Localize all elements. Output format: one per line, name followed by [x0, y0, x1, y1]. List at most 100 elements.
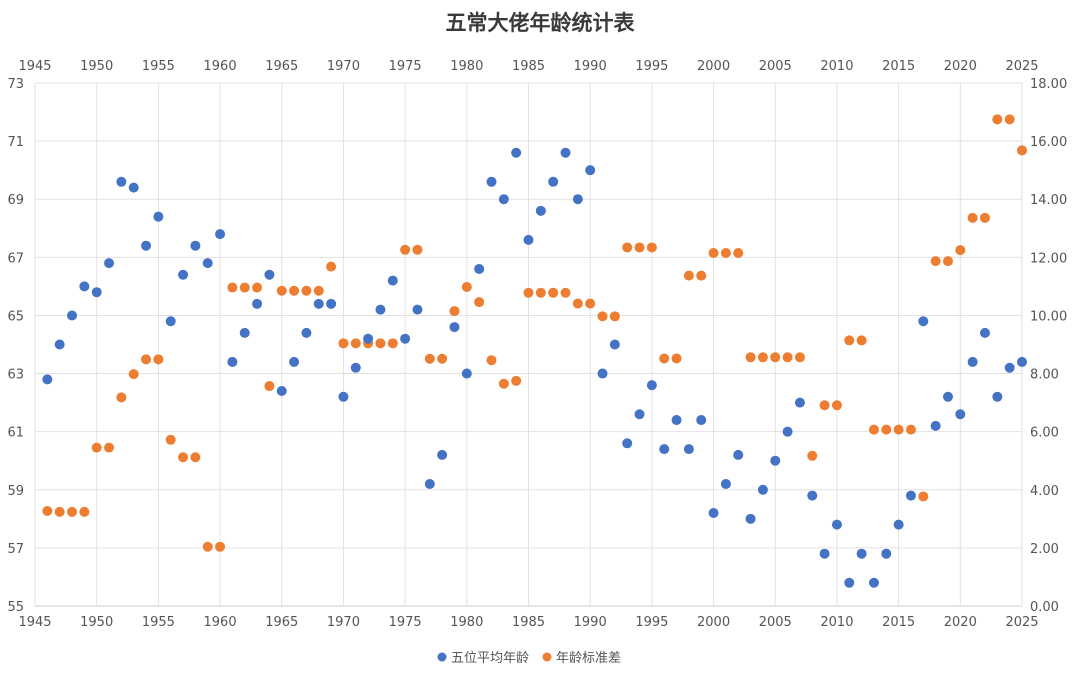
data-point: [856, 335, 867, 346]
left-y-tick-label: 57: [7, 542, 24, 557]
top-x-tick-label: 2010: [820, 59, 853, 74]
data-point: [720, 247, 731, 258]
data-point: [930, 420, 941, 431]
data-point: [449, 322, 460, 333]
data-point: [165, 316, 176, 327]
data-point: [733, 449, 744, 460]
data-point: [449, 306, 460, 317]
data-point: [215, 541, 226, 552]
data-point: [42, 505, 53, 516]
data-point: [905, 490, 916, 501]
data-point: [54, 506, 65, 517]
data-point: [708, 508, 719, 519]
data-point: [856, 548, 867, 559]
data-point: [400, 333, 411, 344]
data-point: [178, 452, 189, 463]
data-point: [264, 269, 275, 280]
right-y-tick-label: 8.00: [1030, 368, 1059, 383]
bottom-x-tick-label: 1995: [635, 615, 668, 630]
data-point: [326, 261, 337, 272]
top-x-tick-label: 1950: [80, 59, 113, 74]
data-point: [227, 282, 238, 293]
data-point: [757, 352, 768, 363]
data-point: [104, 442, 115, 453]
data-point: [486, 355, 497, 366]
top-x-tick-label: 1980: [450, 59, 483, 74]
series-age-stddev: [42, 114, 1027, 552]
bottom-x-tick-label: 2005: [759, 615, 792, 630]
legend-label: 年龄标准差: [556, 651, 621, 666]
top-x-tick-label: 1960: [204, 59, 237, 74]
data-points: [42, 114, 1027, 588]
left-y-tick-label: 73: [7, 77, 24, 92]
bottom-x-axis: 1945 1950 1955 1960 1965 1970 1975 1980 1985 1990…: [18, 615, 1038, 630]
data-point: [424, 353, 435, 364]
data-point: [276, 285, 287, 296]
bottom-x-tick-label: 2025: [1005, 615, 1038, 630]
data-point: [1017, 356, 1027, 367]
data-point: [560, 147, 571, 158]
top-x-axis: 1945 1950 1955 1960 1965 1970 1975 1980 1985 1990…: [18, 59, 1038, 74]
data-point: [375, 304, 386, 315]
data-point: [486, 176, 497, 187]
data-point: [979, 327, 990, 338]
data-point: [868, 577, 879, 588]
data-point: [622, 438, 633, 449]
data-point: [782, 352, 793, 363]
data-point: [252, 282, 263, 293]
data-point: [461, 281, 472, 292]
data-point: [227, 356, 238, 367]
data-point: [831, 519, 842, 530]
top-x-tick-label: 1990: [574, 59, 607, 74]
data-point: [881, 548, 892, 559]
data-point: [905, 424, 916, 435]
chart-title: 五常大佬年龄统计表: [446, 11, 636, 35]
legend-label: 五位平均年龄: [451, 651, 529, 666]
left-y-tick-label: 61: [7, 426, 24, 441]
data-point: [301, 327, 312, 338]
data-point: [498, 194, 509, 205]
data-point: [942, 256, 953, 267]
left-y-tick-label: 59: [7, 484, 24, 499]
data-point: [128, 369, 139, 380]
top-x-tick-label: 1985: [512, 59, 545, 74]
data-point: [548, 176, 559, 187]
data-point: [387, 275, 398, 286]
right-y-tick-label: 0.00: [1030, 600, 1059, 615]
data-point: [301, 285, 312, 296]
left-y-tick-label: 55: [7, 600, 24, 615]
data-point: [202, 541, 213, 552]
data-point: [313, 298, 324, 309]
data-point: [535, 205, 546, 216]
top-x-tick-label: 1945: [18, 59, 51, 74]
data-point: [634, 242, 645, 253]
bottom-x-tick-label: 1955: [142, 615, 175, 630]
top-x-tick-label: 2000: [697, 59, 730, 74]
right-y-tick-label: 10.00: [1030, 309, 1067, 324]
data-point: [930, 256, 941, 267]
right-y-tick-label: 4.00: [1030, 484, 1059, 499]
data-point: [671, 353, 682, 364]
data-point: [893, 519, 904, 530]
data-point: [659, 444, 670, 455]
top-x-tick-label: 1995: [635, 59, 668, 74]
right-y-tick-label: 18.00: [1030, 77, 1067, 92]
data-point: [844, 335, 855, 346]
data-point: [992, 391, 1003, 402]
data-point: [190, 452, 201, 463]
legend-marker: [437, 652, 447, 662]
data-point: [178, 269, 189, 280]
data-point: [511, 375, 522, 386]
data-point: [733, 247, 744, 258]
data-point: [671, 415, 682, 426]
data-point: [696, 415, 707, 426]
data-point: [634, 409, 645, 420]
data-point: [461, 368, 472, 379]
bottom-x-tick-label: 1945: [18, 615, 51, 630]
data-point: [239, 327, 250, 338]
right-y-axis: 0.00 2.00 4.00 6.00 8.00 10.00 12.00 14.00 16.00…: [1030, 77, 1067, 615]
data-point: [1004, 114, 1015, 125]
data-point: [412, 244, 423, 255]
data-point: [437, 449, 448, 460]
